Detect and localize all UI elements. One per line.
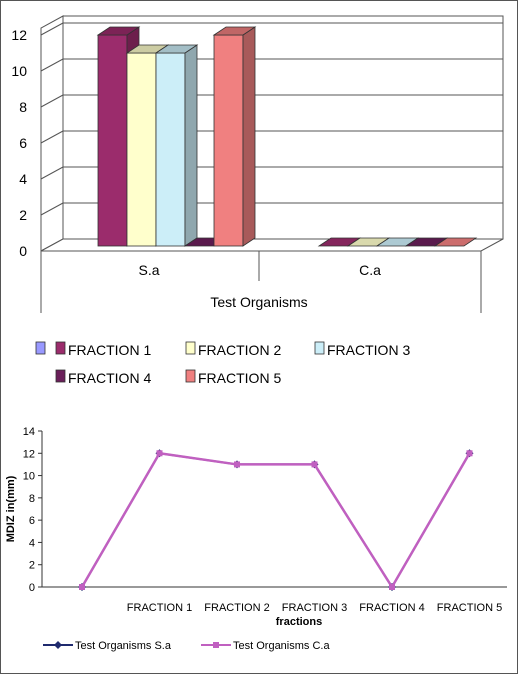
series-line: [80, 451, 471, 590]
legend-label: FRACTION 4: [68, 370, 151, 386]
data-point: [311, 461, 318, 468]
gridline-side: [40, 94, 64, 108]
bar-side: [242, 26, 256, 247]
legend-swatch: [185, 341, 196, 355]
y-tick-label: 0: [19, 243, 27, 259]
legend: Test Organisms S.a Test Organisms C.a: [43, 640, 330, 652]
bar-top: [154, 44, 199, 54]
legend-marker: [213, 642, 219, 648]
gridline-side: [40, 58, 64, 72]
y-tick-label: 8: [29, 493, 35, 505]
x-axis-title: Test Organisms: [210, 294, 307, 310]
bar-front: [155, 52, 186, 247]
y-tick-label: 4: [19, 171, 27, 187]
bar-front: [97, 34, 128, 247]
y-tick-label: 2: [29, 560, 35, 572]
data-point: [389, 584, 395, 590]
legend-marker: [54, 641, 62, 649]
bar: [433, 237, 478, 247]
legend-label: Test Organisms S.a: [75, 640, 172, 652]
x-tick-label: FRACTION 3: [282, 602, 347, 614]
y-tick-label: 2: [19, 207, 27, 223]
gridline-side: [40, 202, 64, 216]
data-point: [79, 584, 85, 590]
legend-swatch: [35, 341, 46, 355]
y-tick-label: 8: [19, 99, 27, 115]
bar-top: [212, 26, 257, 36]
legend-swatch: [55, 341, 66, 355]
bar-side: [184, 44, 198, 247]
line-chart: 0 2 4 6 8 10 12 14 FRACTION 1 FRACTION 2 FRACTION …: [5, 426, 507, 652]
y-tick-label: 10: [23, 471, 35, 483]
y-tick-label: 4: [29, 537, 35, 549]
series-line: [81, 452, 471, 589]
x-tick-label: FRACTION 1: [127, 602, 192, 614]
gridline-side: [40, 130, 64, 144]
legend: FRACTION 1 FRACTION 2 FRACTION 3 FRACTION 4…: [35, 341, 410, 386]
x-axis-title: fractions: [276, 616, 322, 628]
legend-swatch: [185, 369, 196, 383]
y-tick-label: 14: [23, 426, 35, 438]
legend-label: FRACTION 3: [327, 342, 410, 358]
legend-label: FRACTION 2: [198, 342, 281, 358]
legend-label: Test Organisms C.a: [233, 640, 330, 652]
legend-swatch: [55, 369, 66, 383]
x-tick-label: C.a: [359, 262, 381, 278]
legend-label: FRACTION 5: [198, 370, 281, 386]
gridline-side: [40, 22, 64, 36]
bar-top: [433, 237, 478, 247]
y-tick-label: 0: [29, 582, 35, 594]
side-wall: [40, 15, 64, 252]
y-tick-label: 12: [11, 27, 27, 43]
gridline-side: [40, 166, 64, 180]
legend-label: FRACTION 1: [68, 342, 151, 358]
x-tick-label: FRACTION 2: [204, 602, 269, 614]
data-point: [234, 461, 240, 468]
x-tick-label: FRACTION 4: [359, 602, 424, 614]
data-point: [156, 450, 163, 457]
y-tick-label: 6: [19, 135, 27, 151]
bar: [212, 26, 257, 247]
y-tick-label: 12: [23, 448, 35, 460]
y-tick-label: 10: [11, 63, 27, 79]
bar-front: [126, 52, 157, 247]
legend-swatch: [314, 341, 325, 355]
bar-front: [213, 34, 244, 247]
y-tick-label: 6: [29, 515, 35, 527]
bar-top: [96, 26, 141, 36]
data-point: [466, 450, 473, 457]
x-tick-label: S.a: [138, 262, 159, 278]
bar: [154, 44, 199, 247]
x-tick-label: FRACTION 5: [437, 602, 502, 614]
y-axis-title: MDIZ in(mm): [5, 475, 17, 542]
